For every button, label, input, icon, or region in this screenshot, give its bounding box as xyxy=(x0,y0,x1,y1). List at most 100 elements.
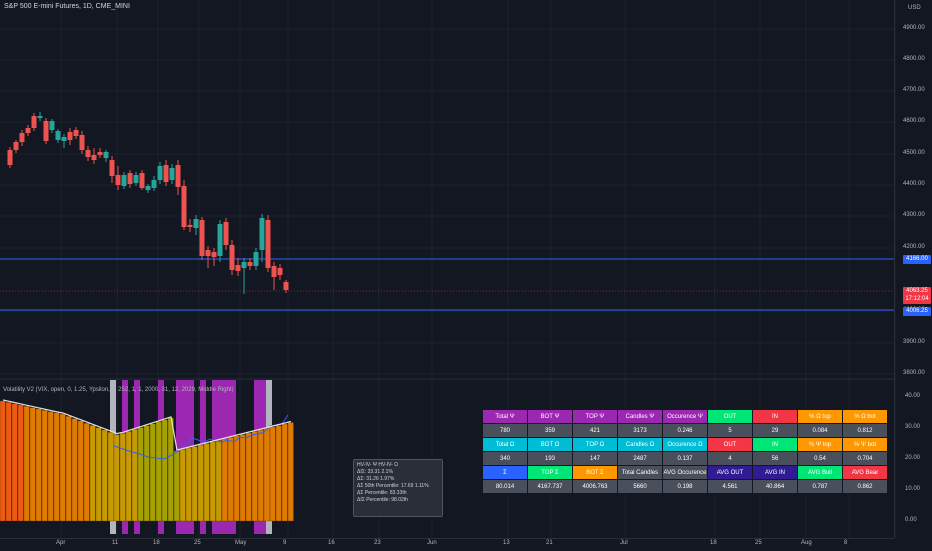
time-tick: 25 xyxy=(194,540,201,546)
time-tick: Jul xyxy=(620,540,628,546)
stats-cell: AVG Bull xyxy=(798,466,842,479)
stats-cell: AVG Bear xyxy=(843,466,887,479)
candle-body xyxy=(259,218,265,250)
stats-cell: 5 xyxy=(708,424,752,437)
time-axis[interactable]: Apr 11 18 25 May 9 16 23 Jun 13 21 Jul 18 25 Aug 8 xyxy=(0,538,894,551)
histogram-bar xyxy=(275,425,282,522)
stats-cell: 0.704 xyxy=(843,452,887,465)
candle-body xyxy=(163,165,169,182)
stats-cell: 4006.763 xyxy=(573,480,617,493)
price-axis[interactable]: 4900.00 4800.00 4700.00 4600.00 4500.00 4400.… xyxy=(894,0,932,538)
time-tick: 9 xyxy=(283,540,287,546)
candle-body xyxy=(175,165,181,187)
stats-cell: 0.54 xyxy=(798,452,842,465)
time-tick: 13 xyxy=(503,540,510,546)
stats-cell: 56 xyxy=(753,452,797,465)
candle-body xyxy=(67,132,73,140)
histogram-bar xyxy=(53,412,60,522)
chart-title[interactable]: S&P 500 E-mini Futures, 1D, CME_MINI xyxy=(4,3,130,10)
histogram-bar xyxy=(125,431,132,522)
indicator-label[interactable]: Volatility V2 (VIX, open, 0, 1.25, Ypsil… xyxy=(3,387,234,393)
histogram-bar xyxy=(101,429,108,522)
indicator-blue-line xyxy=(113,414,289,460)
histogram-bar xyxy=(41,410,48,522)
stats-cell: 4 xyxy=(708,452,752,465)
histogram-bar xyxy=(209,441,216,522)
stats-row: Σ TOP Σ BOT Σ Total Candles AVG Occurence AVG… xyxy=(483,466,887,479)
candle-body xyxy=(7,150,13,165)
histogram-bar xyxy=(131,429,138,522)
stats-cell: % Ω top xyxy=(798,410,842,423)
histogram-bar xyxy=(11,403,18,522)
candle-body xyxy=(211,252,217,257)
candle-body xyxy=(235,265,241,271)
histogram-bar xyxy=(47,411,54,522)
candle-body xyxy=(187,225,193,227)
candle-body xyxy=(283,282,289,290)
time-tick: Aug xyxy=(801,540,812,546)
indicator-tick: 40.00 xyxy=(905,393,921,399)
price-tick: 3800.00 xyxy=(903,370,925,376)
stats-cell: 421 xyxy=(573,424,617,437)
candle-body xyxy=(127,173,133,184)
candle-body xyxy=(145,186,151,190)
candle-body xyxy=(49,121,55,130)
histogram-bar xyxy=(257,429,264,522)
histogram-bar xyxy=(59,413,66,522)
stats-cell: AVG OUT xyxy=(708,466,752,479)
histogram-bar xyxy=(197,444,204,522)
candle-body xyxy=(193,219,199,228)
candle-body xyxy=(103,152,109,158)
stats-cell: 2487 xyxy=(618,452,662,465)
indicator-tooltip: HV-IV- Ψ HV-IV- Ω ΔIΣ: 33.31 2.1% ΔΣ: 31… xyxy=(353,459,443,517)
histogram-bar xyxy=(203,443,210,522)
histogram-bar xyxy=(119,433,126,522)
indicator-white-line xyxy=(2,399,292,451)
stats-cell: TOP Σ xyxy=(528,466,572,479)
candle-body xyxy=(25,128,31,133)
stats-cell: 0.862 xyxy=(843,480,887,493)
histogram-bar xyxy=(251,431,258,522)
histogram-bar xyxy=(221,438,228,522)
candle-body xyxy=(97,152,103,155)
price-tick: 3900.00 xyxy=(903,339,925,345)
stats-cell: 5660 xyxy=(618,480,662,493)
stats-cell: 0.137 xyxy=(663,452,707,465)
candle-body xyxy=(19,133,25,142)
candlestick-series xyxy=(7,112,289,294)
histogram-bar xyxy=(215,440,222,522)
histogram-bar xyxy=(185,447,192,522)
indicator-tick: 20.00 xyxy=(905,455,921,461)
stats-cell: % Ψ top xyxy=(798,438,842,451)
time-tick: Apr xyxy=(56,540,66,546)
price-tick: 4200.00 xyxy=(903,244,925,250)
candle-body xyxy=(199,220,205,256)
stats-row: 80.014 4167.737 4006.763 5660 0.198 4.561 40.8… xyxy=(483,480,887,493)
time-tick: May xyxy=(235,540,247,546)
stats-cell: TOP Ω xyxy=(573,438,617,451)
price-tag: 17:12:04 xyxy=(903,295,931,304)
stats-cell: IN xyxy=(753,438,797,451)
stats-cell: IN xyxy=(753,410,797,423)
candle-body xyxy=(169,168,175,180)
stats-cell: Total Candles xyxy=(618,466,662,479)
stats-row: 340 193 147 2487 0.137 4 56 0.54 0.704 xyxy=(483,452,887,465)
candle-body xyxy=(205,250,211,256)
tooltip-line: ΔΣ 50th Percentile: 17.69 1.11% xyxy=(357,483,429,489)
stats-cell: BOT Ω xyxy=(528,438,572,451)
histogram-bar xyxy=(29,407,36,522)
histogram-bar xyxy=(167,417,174,522)
histogram-bar xyxy=(161,419,168,522)
histogram-bar xyxy=(269,426,276,522)
stats-cell: 4167.737 xyxy=(528,480,572,493)
stats-cell: 193 xyxy=(528,452,572,465)
candle-body xyxy=(277,268,283,275)
candle-body xyxy=(229,245,235,270)
stats-cell: Candles Ω xyxy=(618,438,662,451)
stats-row: Total Ω BOT Ω TOP Ω Candles Ω Occurence Ω OUT… xyxy=(483,438,887,451)
tooltip-line: ΔΣ Percentile: 83.33th xyxy=(357,490,407,496)
histogram-bar xyxy=(239,434,246,522)
stats-cell: 40.864 xyxy=(753,480,797,493)
time-tick: 11 xyxy=(112,540,119,546)
